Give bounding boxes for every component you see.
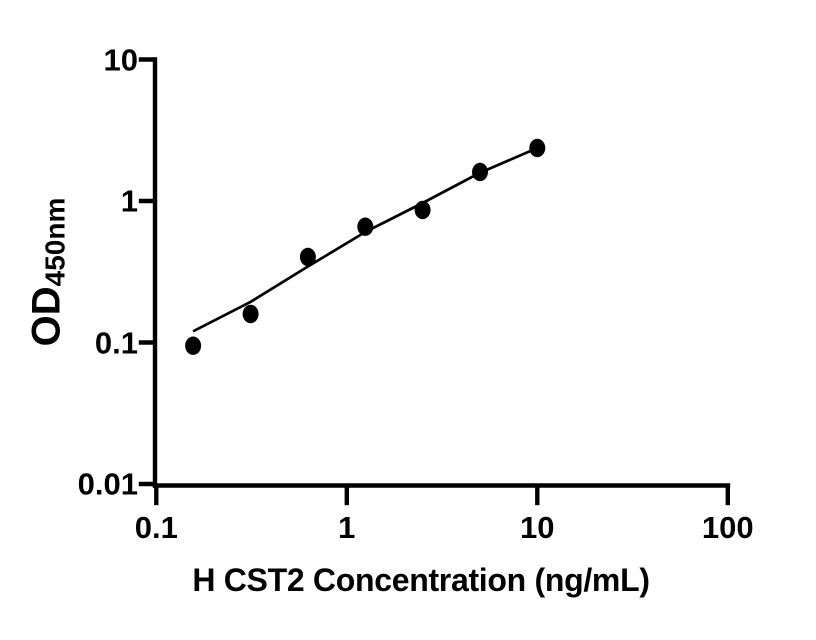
- x-tick-label-100: 100: [701, 510, 754, 545]
- x-tick-label-10: 10: [520, 510, 555, 545]
- data-point-2: [242, 304, 259, 324]
- data-point-4: [357, 217, 374, 236]
- data-point-3: [299, 247, 316, 267]
- y-tick-label-10: 10: [103, 42, 138, 77]
- y-tick-label-1: 1: [120, 183, 138, 219]
- y-axis-title-main: OD: [24, 286, 69, 347]
- x-tick-label-0.1: 0.1: [134, 510, 178, 545]
- x-tick-label-1: 1: [338, 510, 356, 545]
- data-point-1: [185, 336, 202, 355]
- x-axis-title: H CST2 Concentration (ng/mL): [192, 562, 650, 598]
- y-tick-label-0.01: 0.01: [77, 466, 138, 502]
- y-tick-label-0.1: 0.1: [94, 325, 138, 360]
- y-axis-title: OD450nm: [24, 197, 71, 347]
- y-axis-title-subscript: 450nm: [39, 197, 71, 287]
- data-point-7: [529, 138, 546, 158]
- data-point-6: [472, 162, 488, 182]
- data-point-5: [414, 200, 431, 220]
